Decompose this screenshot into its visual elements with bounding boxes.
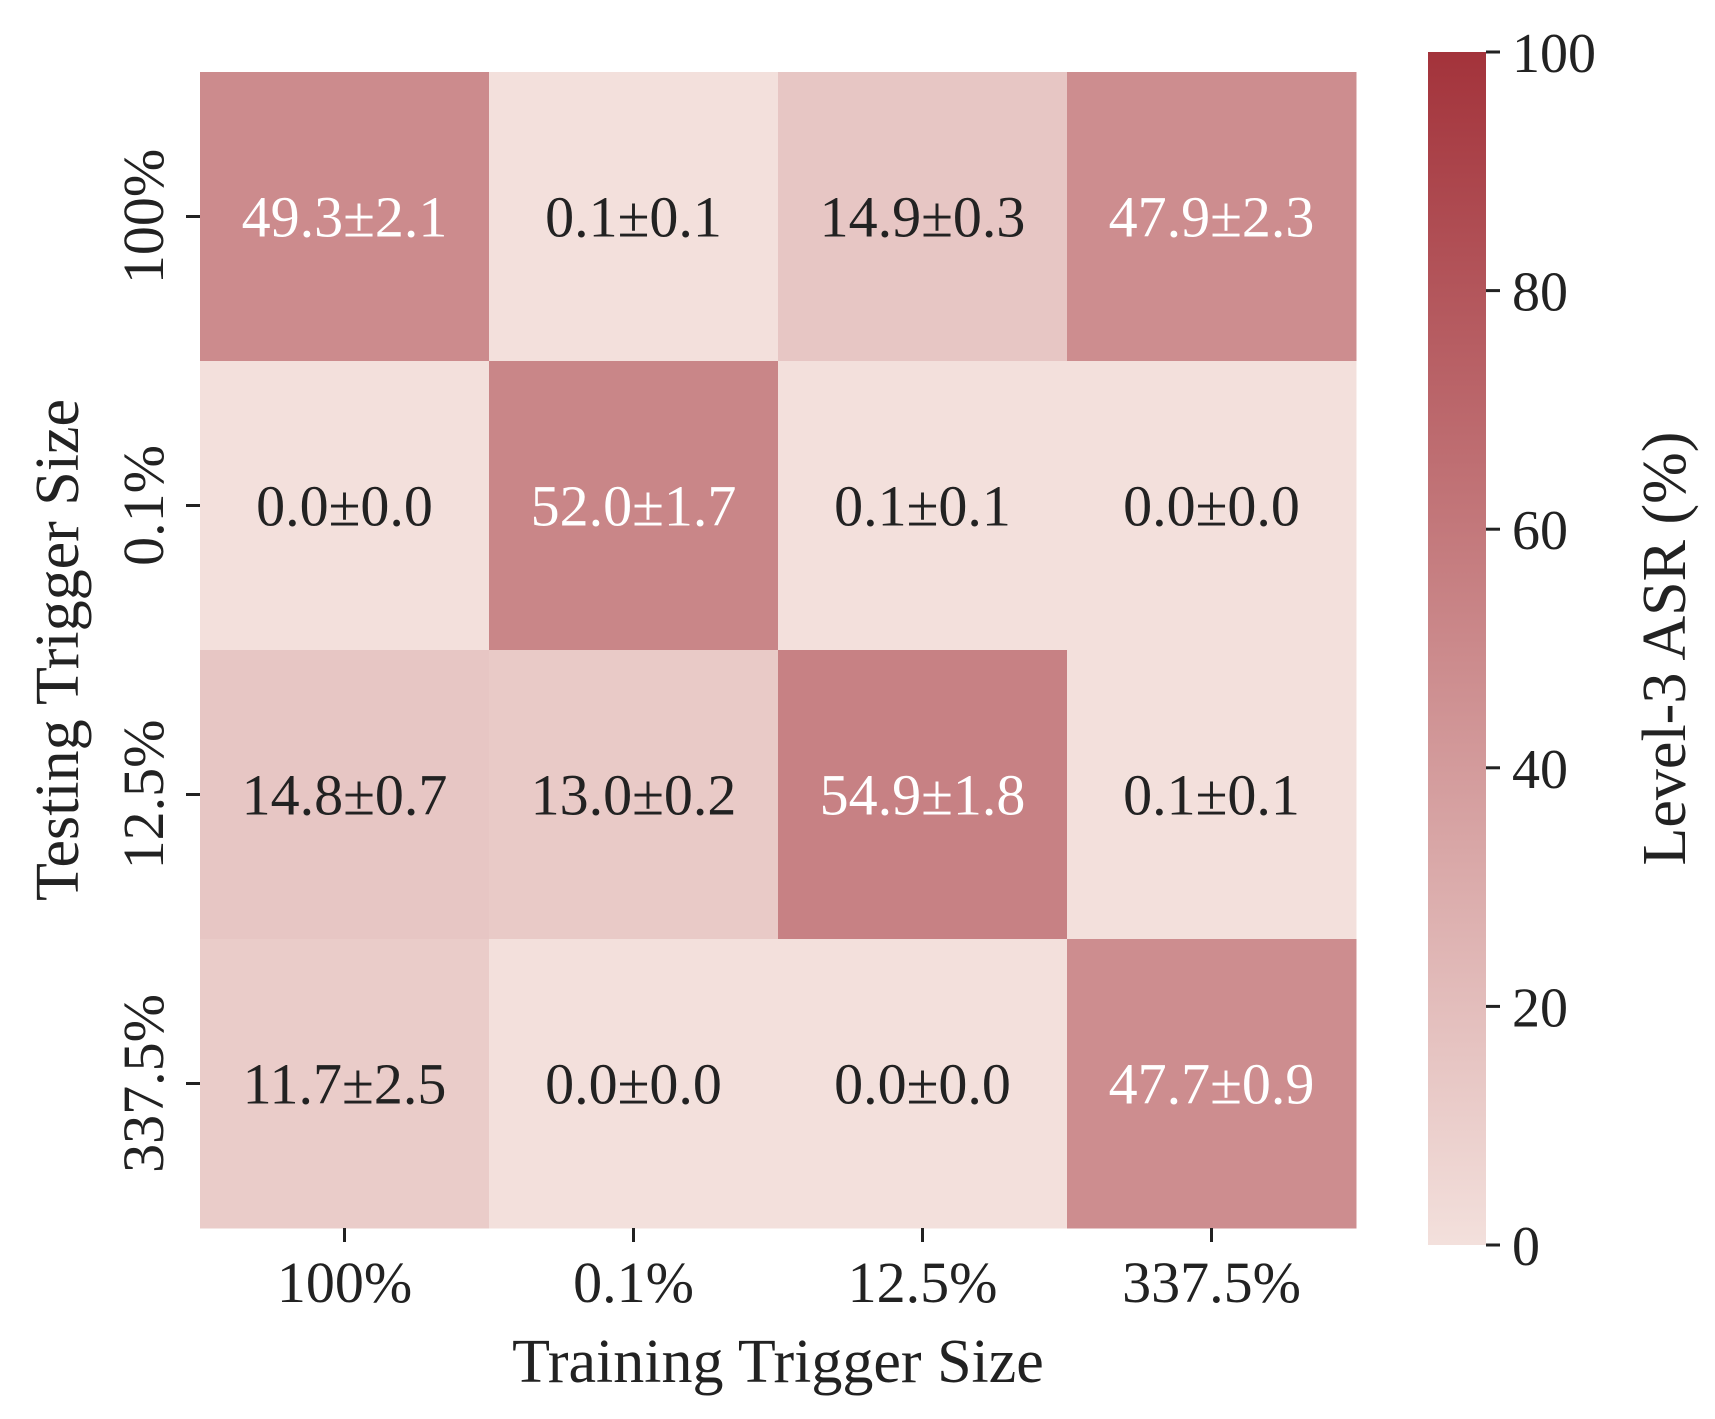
x-tick-label: 337.5%: [1122, 1250, 1301, 1315]
y-tick-label: 337.5%: [111, 994, 176, 1173]
colorbar-tick-label: 20: [1512, 977, 1568, 1039]
y-axis-ticks: 100% 0.1% 12.5% 337.5%: [111, 149, 200, 1173]
cell-value-label: 49.3±2.1: [242, 185, 448, 250]
colorbar-ticks: 0 20 40 60 80 100: [1486, 23, 1596, 1278]
heatmap-cell: [1067, 939, 1357, 1229]
cell-value-label: 0.0±0.0: [256, 474, 433, 539]
heatmap-cell: [200, 361, 490, 651]
heatmap-cell: [1067, 72, 1357, 362]
cell-value-label: 11.7±2.5: [243, 1052, 447, 1117]
x-tick-label: 100%: [277, 1250, 412, 1315]
colorbar-tick-label: 60: [1512, 500, 1568, 562]
cell-value-label: 14.8±0.7: [242, 763, 448, 828]
cell-value-label: 0.0±0.0: [1123, 474, 1300, 539]
colorbar-tick-label: 100: [1512, 23, 1596, 85]
cell-value-label: 54.9±1.8: [820, 763, 1026, 828]
cell-value-label: 0.1±0.1: [834, 474, 1011, 539]
heatmap-cell: [200, 939, 490, 1229]
colorbar-tick-label: 0: [1512, 1216, 1540, 1278]
heatmap-cell: [200, 650, 490, 940]
cell-value-label: 0.1±0.1: [1123, 763, 1300, 828]
y-tick-label: 0.1%: [111, 445, 176, 566]
cell-value-label: 0.0±0.0: [834, 1052, 1011, 1117]
heatmap-cells: 49.3±2.1 0.1±0.1 14.9±0.3 47.9±2.3 0.0±0.0 52…: [200, 72, 1357, 1229]
x-axis-ticks: 100% 0.1% 12.5% 337.5%: [277, 1228, 1301, 1315]
heatmap-cell: [778, 72, 1068, 362]
x-tick-label: 12.5%: [848, 1250, 998, 1315]
cell-value-label: 47.9±2.3: [1109, 185, 1315, 250]
heatmap-cell: [778, 361, 1068, 651]
heatmap-cell: [200, 72, 490, 362]
heatmap-cell: [778, 939, 1068, 1229]
cell-value-label: 52.0±1.7: [531, 474, 737, 539]
heatmap-cell: [778, 650, 1068, 940]
colorbar-tick-label: 80: [1512, 262, 1568, 324]
y-tick-label: 100%: [111, 149, 176, 284]
heatmap-cell: [489, 72, 779, 362]
heatmap-cell: [489, 650, 779, 940]
heatmap-cell: [489, 361, 779, 651]
heatmap-cell: [489, 939, 779, 1229]
colorbar: [1428, 52, 1486, 1245]
cell-value-label: 47.7±0.9: [1109, 1052, 1315, 1117]
cell-value-label: 14.9±0.3: [820, 185, 1026, 250]
y-axis-title: Testing Trigger Size: [24, 399, 92, 901]
cell-value-label: 0.1±0.1: [545, 185, 722, 250]
cell-value-label: 13.0±0.2: [531, 763, 737, 828]
heatmap-cell: [1067, 650, 1357, 940]
x-tick-label: 0.1%: [573, 1250, 694, 1315]
y-tick-label: 12.5%: [111, 720, 176, 870]
colorbar-tick-label: 40: [1512, 739, 1568, 801]
cell-value-label: 0.0±0.0: [545, 1052, 722, 1117]
colorbar-title: Level-3 ASR (%): [1631, 432, 1699, 866]
x-axis-title: Training Trigger Size: [512, 1328, 1044, 1396]
heatmap-cell: [1067, 361, 1357, 651]
